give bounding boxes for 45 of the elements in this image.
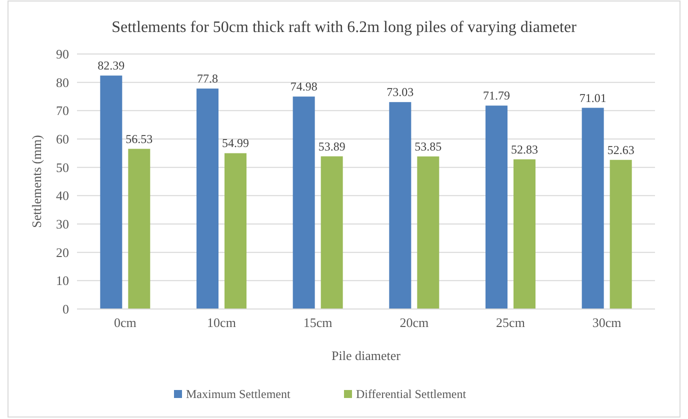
data-label: 71.79 [483,88,510,103]
chart-title: Settlements for 50cm thick raft with 6.2m long piles of varying diameter [112,19,578,36]
y-tick-label: 0 [62,302,69,317]
y-tick-label: 40 [56,188,69,204]
data-label: 56.53 [126,132,153,146]
bar [128,148,150,309]
bar [196,88,218,309]
y-tick-label: 90 [56,46,69,62]
y-tick-label: 60 [56,132,69,147]
x-tick-label: 25cm [496,315,525,330]
x-tick-label: 20cm [400,315,429,330]
x-tick-label: 0cm [114,315,136,330]
y-axis-title: Settlements (mm) [29,135,44,228]
bar [224,153,246,309]
bar [514,159,536,309]
data-label: 53.85 [414,139,442,154]
y-tick-label: 10 [56,273,69,288]
bar [417,156,440,309]
bar [389,102,412,309]
x-tick-label: 30cm [592,315,622,330]
bar [320,156,343,309]
y-tick-label: 70 [56,103,69,118]
bar [100,76,122,309]
data-label: 52.63 [607,142,634,157]
bar [582,108,604,309]
y-tick-label: 20 [56,244,69,260]
bar [292,96,315,309]
y-tick-label: 30 [56,216,69,232]
y-tick-label: 50 [56,160,69,175]
data-label: 52.83 [511,142,538,156]
x-tick-label: 15cm [303,315,332,330]
data-label: 82.39 [98,58,125,73]
data-label: 54.99 [222,136,249,150]
legend-label: Maximum Settlement [186,387,291,401]
data-label: 77.8 [197,72,218,86]
data-label: 53.89 [318,139,346,154]
bar [486,106,508,309]
data-label: 74.98 [290,80,318,94]
y-tick-label: 80 [56,74,69,90]
x-axis-title: Pile diameter [332,348,402,363]
x-tick-label: 10cm [207,315,236,330]
data-label: 71.01 [579,90,606,105]
legend-label: Differential Settlement [356,387,467,401]
data-label: 73.03 [386,85,414,100]
bar [610,160,632,309]
